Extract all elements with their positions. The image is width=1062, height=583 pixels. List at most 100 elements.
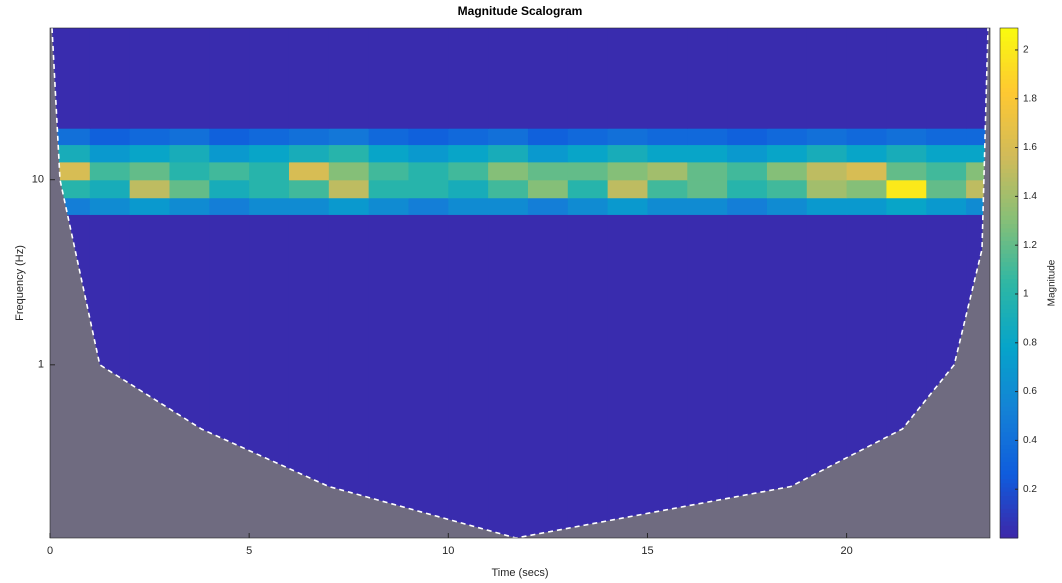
heat-cell [687,28,728,129]
heat-cell [567,197,609,215]
colorbar-swatch [1000,147,1018,152]
heat-cell [129,179,171,199]
colorbar-swatch [1000,385,1018,390]
colorbar-swatch [1000,427,1018,433]
colorbar-swatch [1000,257,1018,263]
colorbar-swatch [1000,470,1018,475]
x-tick-label: 20 [840,545,852,557]
colorbar-tick-label: 1 [1023,289,1029,300]
colorbar-swatch [1000,142,1018,148]
colorbar-swatch [1000,266,1018,271]
colorbar-swatch [1000,202,1018,207]
colorbar-swatch [1000,516,1018,522]
heat-cell [567,161,609,181]
colorbar-swatch [1000,474,1018,479]
colorbar-swatch [1000,253,1018,258]
heat-cell [527,197,569,215]
heat-cell [687,144,728,163]
colorbar-swatch [1000,261,1018,267]
heat-cell [607,128,649,146]
heat-cell [448,28,489,129]
heat-cell [169,197,210,215]
colorbar-swatch [1000,440,1018,445]
colorbar-swatch [1000,168,1018,173]
heat-cell [607,197,649,215]
heat-cell [288,179,330,199]
colorbar-swatch [1000,134,1018,139]
heat-cell [50,128,91,146]
colorbar-swatch [1000,453,1018,458]
colorbar-tick-label: 2 [1023,45,1029,56]
colorbar-swatch [1000,108,1018,114]
colorbar-swatch [1000,219,1018,224]
colorbar-swatch [1000,406,1018,411]
heat-cell [567,28,609,129]
colorbar-swatch [1000,508,1018,513]
heat-cell [328,144,370,163]
heat-cell [846,197,888,215]
colorbar-swatch [1000,104,1018,110]
colorbar-swatch [1000,36,1018,42]
heat-cell [687,214,728,538]
heat-cell [727,128,768,146]
heat-cell [488,197,529,215]
heat-cell [448,197,489,215]
heat-cell [727,28,768,129]
heat-cell [527,28,569,129]
colorbar-tick-label: 1.4 [1023,191,1037,202]
colorbar-swatch [1000,155,1018,161]
colorbar-tick-label: 1.2 [1023,240,1037,251]
heat-cell [846,179,888,199]
chart-title: Magnitude Scalogram [458,4,583,18]
colorbar-swatch [1000,198,1018,203]
heat-cell [727,161,768,181]
heat-cell [129,128,171,146]
colorbar-swatch [1000,397,1018,403]
heat-cell [129,197,171,215]
colorbar-swatch [1000,249,1018,254]
colorbar-swatch [1000,529,1018,535]
colorbar-swatch [1000,355,1018,360]
heat-cell [647,197,688,215]
heat-cell [886,197,927,215]
heat-cell [408,128,449,146]
heat-cell [806,197,848,215]
colorbar-swatch [1000,270,1018,275]
colorbar-swatch [1000,389,1018,394]
y-tick-label: 1 [38,359,44,371]
colorbar-swatch [1000,525,1018,530]
heat-cell [368,179,410,199]
colorbar-swatch [1000,40,1018,46]
colorbar-swatch [1000,240,1018,246]
heat-cell [209,144,250,163]
colorbar-swatch [1000,49,1018,54]
colorbar-swatch [1000,181,1018,186]
colorbar-swatch [1000,223,1018,229]
colorbar-swatch [1000,380,1018,386]
plot-area [50,28,990,538]
heat-cell [488,128,529,146]
heat-cell [368,197,410,215]
colorbar-swatch [1000,130,1018,135]
heat-cell [368,28,410,129]
heat-cell [249,161,290,181]
colorbar-swatch [1000,372,1018,377]
heat-cell [448,144,489,163]
heat-cell [647,128,688,146]
colorbar-frame [999,27,1019,539]
colorbar-swatch [1000,448,1018,454]
colorbar-swatch [1000,482,1018,488]
heat-cell [209,128,250,146]
colorbar-swatch [1000,342,1018,348]
heat-cell [408,161,449,181]
colorbar-tick-label: 0.4 [1023,435,1037,446]
heat-cell [886,179,927,199]
heat-cell [527,161,569,181]
heat-cell [50,144,91,163]
colorbar-tick-label: 1.6 [1023,142,1037,153]
heat-cell [408,197,449,215]
heat-cell [328,128,370,146]
heat-cell [249,128,290,146]
heat-cell [209,161,250,181]
heat-cell [89,128,131,146]
